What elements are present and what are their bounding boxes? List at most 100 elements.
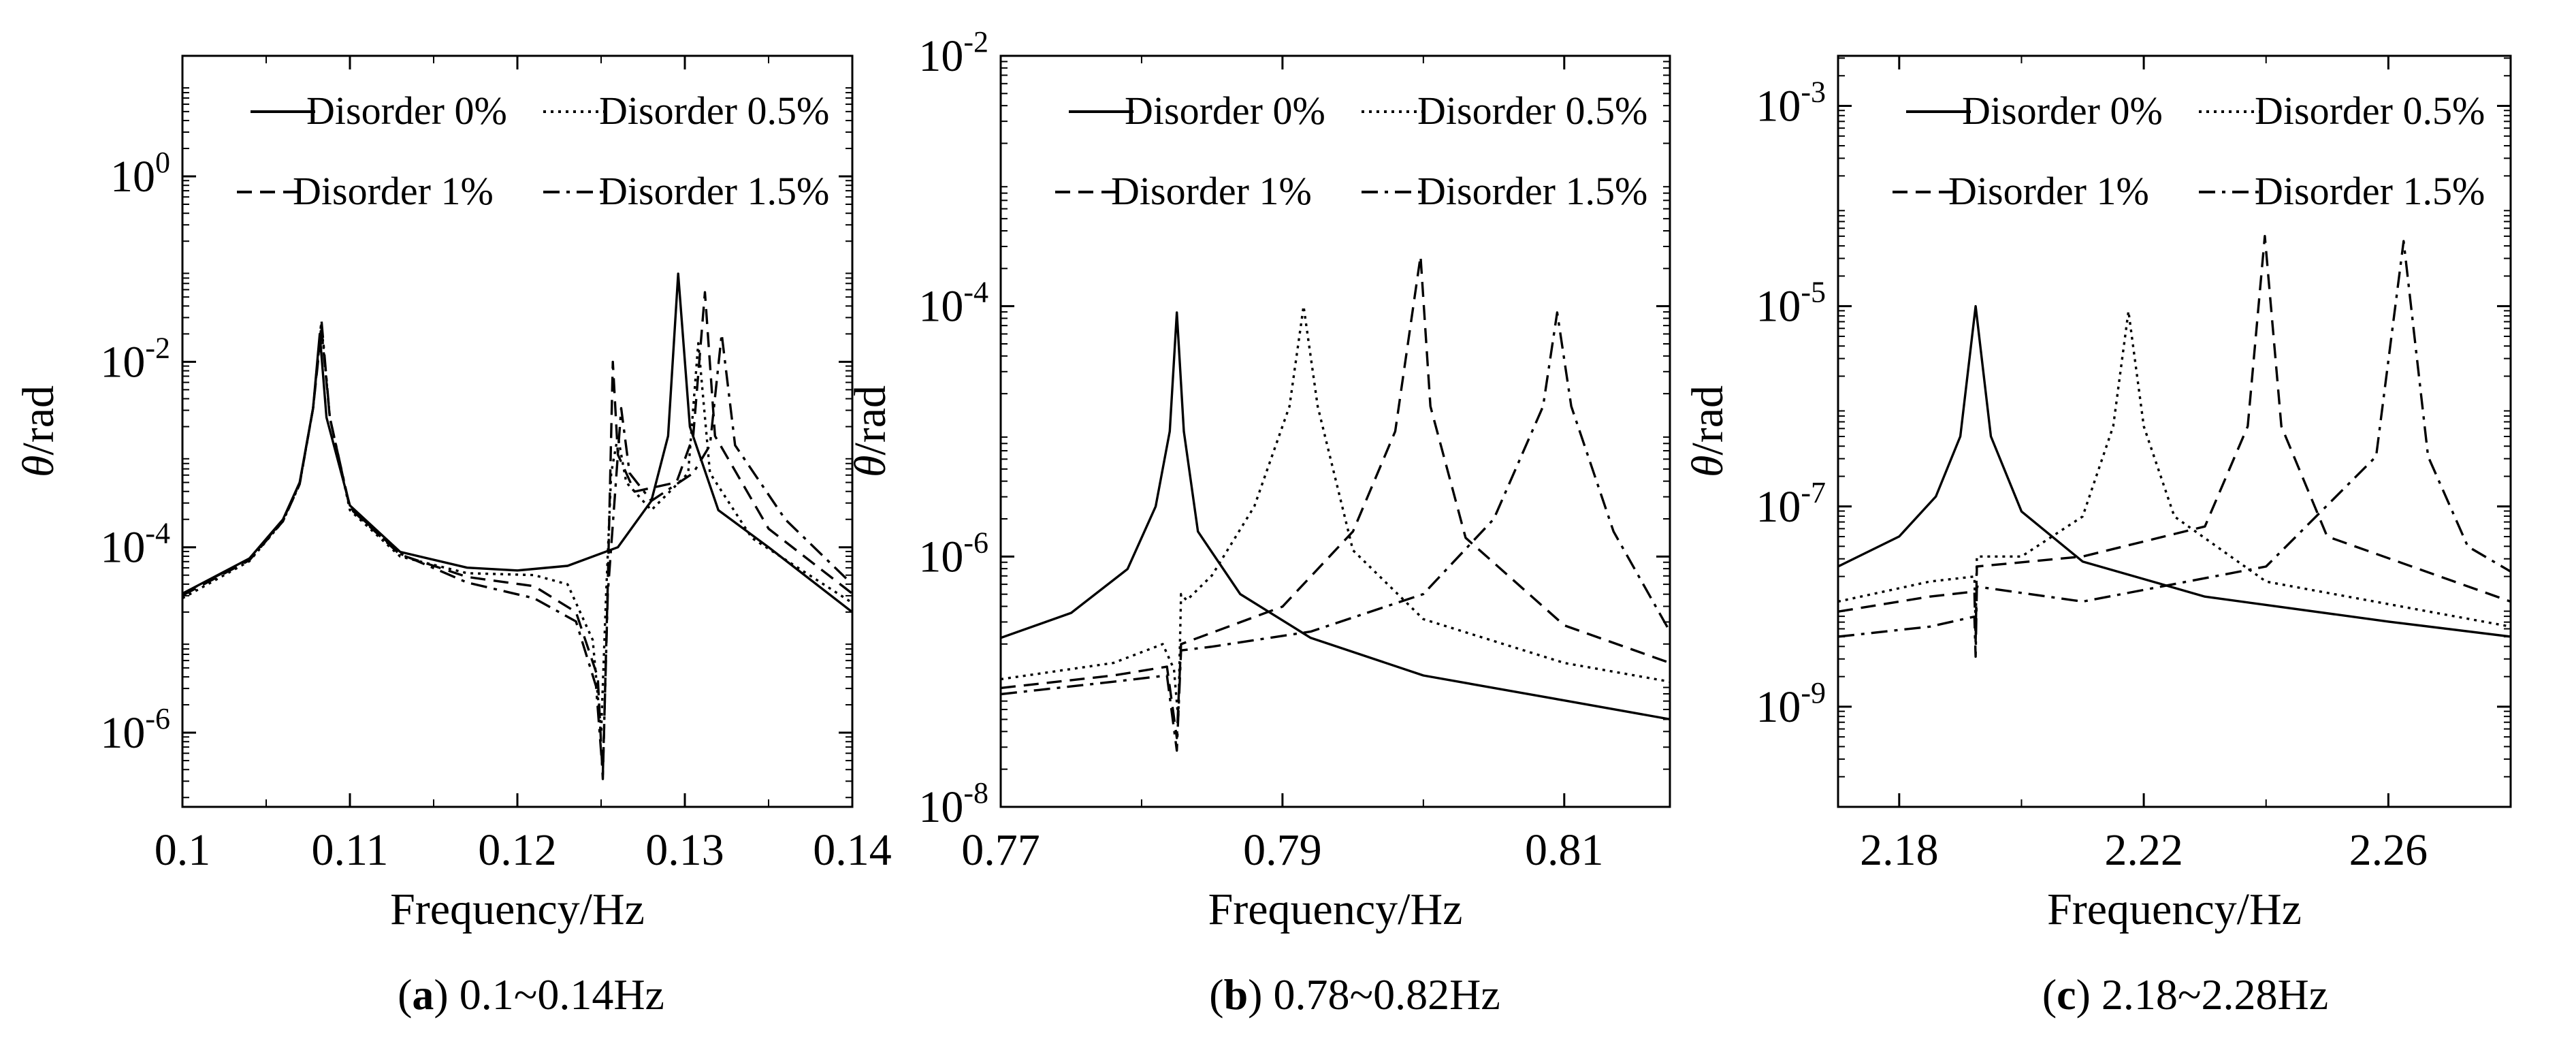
y-tick-base: 10 [1756,482,1801,532]
legend-entry: Disorder 0.5% [543,89,829,133]
caption-letter: b [1224,970,1249,1019]
x-axis-label: Frequency/Hz [390,884,645,934]
x-tick-label: 0.1 [155,825,211,875]
series-line-disorder-1-5 [1838,240,2511,658]
series-group [1001,255,1670,752]
legend-entry: Disorder 1.5% [543,169,829,213]
chart-panel-b: 10-210-410-610-80.77 0.79 0.81Frequency/Hz… [846,25,1671,1019]
x-tick-label: 0.12 [478,825,557,875]
y-tick-base: 10 [1756,682,1801,732]
x-axis-label: Frequency/Hz [1208,884,1463,934]
y-tick-base: 10 [100,523,145,573]
series-line-disorder-0 [182,272,852,613]
y-tick-base: 10 [1756,282,1801,332]
legend-label: Disorder 1.5% [2255,169,2485,213]
legend-entry: Disorder 1% [1893,169,2149,213]
series-group [182,272,852,780]
x-tick-label: 2.22 [2104,825,2183,875]
y-tick-label: 10-2 [918,25,988,81]
plot-frame [1837,54,2512,808]
y-tick-label: 10-6 [918,526,988,581]
y-tick-label: 10-2 [100,331,170,387]
series-line-disorder-1 [1001,255,1670,739]
caption-range: 2.18~2.28Hz [2102,970,2328,1019]
series-line-disorder-0 [1001,311,1670,720]
legend-label: Disorder 1.5% [599,169,829,213]
series-line-disorder-1-5 [1001,311,1670,752]
y-tick-exponent: 0 [155,146,170,179]
panel-caption: (b) 0.78~0.82Hz [1209,970,1500,1019]
y-tick-exponent: -7 [1801,476,1826,509]
x-tick-label: 0.14 [813,825,892,875]
legend-entry: Disorder 0% [1069,89,1325,133]
legend-entry: Disorder 1% [237,169,494,213]
x-tick-label: 2.26 [2349,825,2428,875]
legend-label: Disorder 1% [1111,169,1312,213]
x-tick-label: 0.81 [1525,825,1604,875]
caption-range: 0.1~0.14Hz [460,970,664,1019]
y-tick-base: 10 [1756,82,1801,131]
panel-caption: (c) 2.18~2.28Hz [2042,970,2328,1019]
plot-frame [999,54,1671,808]
chart-panel-c: 10-310-510-710-92.18 2.22 2.26Frequency/Hz… [1683,54,2512,1019]
y-tick-exponent: -2 [145,331,170,364]
y-axis-label-unit: /rad [14,385,63,456]
x-axis-label: Frequency/Hz [2047,884,2302,934]
y-tick-base: 10 [918,282,963,332]
y-axis-label-symbol: θ [1683,456,1733,477]
x-tick-label: 0.13 [645,825,724,875]
y-tick-base: 10 [100,708,145,758]
legend-entry: Disorder 0% [251,89,507,133]
y-tick-base: 10 [100,337,145,387]
caption-close: ) [1248,970,1273,1019]
caption-close: ) [2076,970,2102,1019]
y-tick-exponent: -5 [1801,276,1826,309]
y-axis-label-symbol: θ [14,456,63,477]
y-tick-label: 10-5 [1756,276,1826,332]
legend-entry: Disorder 0% [1906,89,2163,133]
series-line-disorder-1 [1838,235,2511,643]
y-tick-exponent: -6 [145,702,170,735]
caption-letter: c [2057,970,2076,1019]
legend-label: Disorder 0% [1125,89,1325,133]
y-tick-label: 100 [110,146,170,202]
x-tick-label: 0.77 [961,825,1040,875]
series-line-disorder-1-5 [182,319,852,776]
y-tick-exponent: -9 [1801,676,1826,710]
y-tick-label: 10-9 [1756,676,1826,732]
legend-label: Disorder 0.5% [599,89,829,133]
caption-letter: a [412,970,434,1019]
y-axis-label-symbol: θ [846,456,895,477]
x-tick-label: 0.79 [1243,825,1322,875]
caption-range: 0.78~0.82Hz [1273,970,1500,1019]
y-axis-label-unit: /rad [846,385,895,456]
y-tick-base: 10 [918,782,963,832]
caption-open: ( [2042,970,2057,1019]
y-tick-base: 10 [110,152,155,202]
y-tick-label: 10-7 [1756,476,1826,532]
y-tick-label: 10-3 [1756,76,1826,131]
y-tick-label: 10-6 [100,702,170,758]
panel-caption: (a) 0.1~0.14Hz [398,970,664,1019]
y-tick-base: 10 [918,31,963,81]
y-tick-label: 10-4 [100,517,170,573]
y-tick-base: 10 [918,532,963,581]
series-line-disorder-0 [1838,305,2511,638]
y-tick-label: 10-4 [918,276,988,332]
y-tick-exponent: -8 [963,776,988,810]
legend-entry: Disorder 1.5% [2199,169,2485,213]
y-tick-exponent: -3 [1801,76,1826,109]
y-tick-exponent: -4 [963,276,988,309]
x-tick-label: 0.11 [311,825,388,875]
y-axis-label: θ/rad [1683,385,1733,477]
legend-label: Disorder 0% [306,89,507,133]
legend-label: Disorder 1% [1948,169,2149,213]
caption-close: ) [434,970,459,1019]
y-tick-label: 10-8 [918,776,988,832]
caption-open: ( [398,970,412,1019]
y-tick-exponent: -4 [145,517,170,550]
series-line-disorder-1 [182,291,852,780]
legend-label: Disorder 0% [1962,89,2163,133]
